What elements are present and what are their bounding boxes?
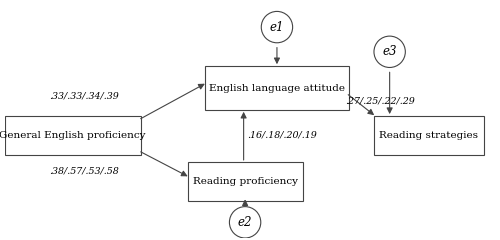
FancyBboxPatch shape	[4, 116, 140, 155]
FancyBboxPatch shape	[374, 116, 484, 155]
Text: .27/.25/.22/.29: .27/.25/.22/.29	[346, 96, 416, 105]
FancyBboxPatch shape	[188, 162, 302, 201]
Text: English language attitude: English language attitude	[209, 84, 345, 93]
Text: .16/.18/.20/.19: .16/.18/.20/.19	[248, 131, 318, 140]
Ellipse shape	[262, 12, 292, 43]
Text: e1: e1	[270, 21, 284, 34]
Text: e3: e3	[382, 45, 397, 58]
Ellipse shape	[374, 36, 406, 67]
Text: e2: e2	[238, 216, 252, 229]
Text: .38/.57/.53/.58: .38/.57/.53/.58	[49, 166, 119, 175]
FancyBboxPatch shape	[204, 66, 349, 110]
Text: General English proficiency: General English proficiency	[0, 131, 146, 140]
Ellipse shape	[230, 207, 261, 238]
Text: .33/.33/.34/.39: .33/.33/.34/.39	[49, 92, 119, 101]
Text: Reading proficiency: Reading proficiency	[192, 177, 298, 186]
Text: Reading strategies: Reading strategies	[380, 131, 478, 140]
